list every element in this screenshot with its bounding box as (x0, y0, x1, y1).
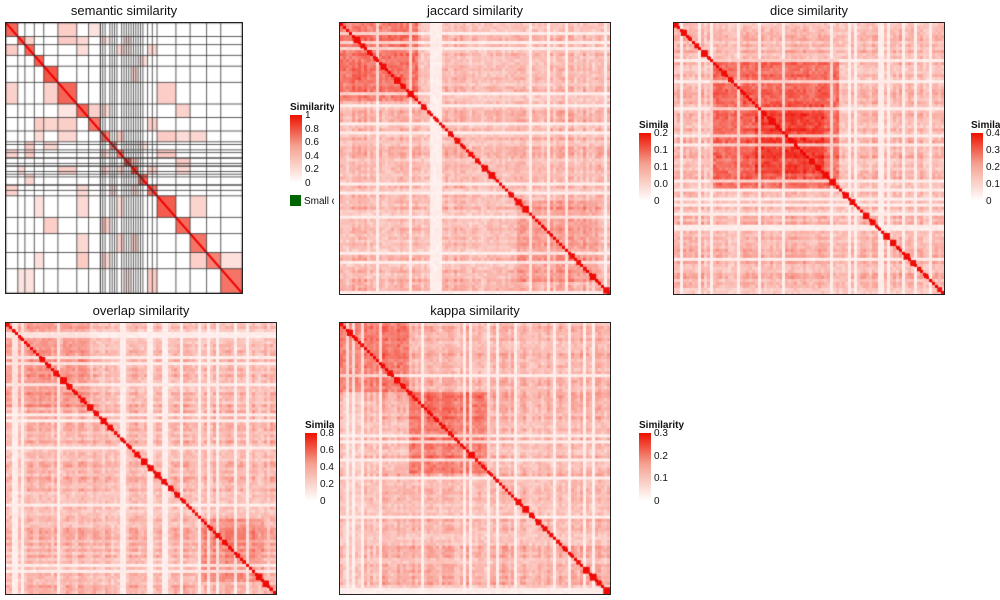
chart-title: kappa similarity (430, 303, 520, 318)
legend-title: Similarity (639, 420, 685, 431)
panel-kappa: kappa similarity Similarity 0.3 0.2 0.1 0 (334, 300, 734, 600)
panel-dice: dice similarity Similarity 0.4 0.3 0.2 0.1 0 (668, 0, 1000, 300)
legend-tick-label: 1 (305, 110, 311, 121)
legend-small-cluster: Small cluster (290, 195, 334, 207)
legend-tick-label: 0.2 (654, 128, 668, 139)
chart-title: dice similarity (769, 3, 848, 18)
legend: Similarity 0.2 0.1 0.1 0.0 0 (639, 120, 668, 207)
heatmap-dice (673, 22, 945, 295)
legend-tick-label: 0.4 (305, 150, 319, 162)
legend-tick-label: 0.4 (320, 462, 334, 473)
legend-tick-label: 0.6 (320, 445, 334, 456)
legend-tick-label: 0.8 (305, 123, 319, 135)
legend-tick-label: 0.8 (320, 428, 334, 439)
small-cluster-label: Small cluster (304, 196, 334, 207)
chart-title: jaccard similarity (426, 3, 524, 18)
panel-semantic: semantic similarity Similarity 1 0.8 0.6 0.… (0, 0, 334, 300)
legend-tick-label: 0.2 (320, 479, 334, 490)
legend-body: 0.8 0.6 0.4 0.2 0 (305, 429, 334, 507)
legend-tick-label: 0.3 (654, 428, 668, 439)
legend-colorbar (290, 115, 302, 183)
legend-tick-label: 0.1 (654, 473, 668, 485)
chart-title: semantic similarity (70, 3, 178, 18)
legend-title: Similarity (971, 120, 1000, 131)
panel-overlap: overlap similarity Similarity 0.80.60.40… (0, 300, 334, 600)
legend-tick-label: 0.1 (654, 162, 668, 173)
legend-title: Similarity (290, 102, 334, 113)
legend: Similarity 0.3 0.2 0.1 0 (639, 420, 685, 507)
legend-tick-label: 0.6 (305, 137, 319, 149)
legend-title: Similarity (305, 420, 334, 431)
legend-tick-label: 0 (654, 196, 660, 207)
legend-tick-label: 0.4 (986, 128, 1000, 139)
legend-tick-label: 0.2 (654, 450, 668, 462)
legend: Similarity 1 0.8 0.60.4 0.2 0 Small cluster (290, 102, 334, 207)
legend: Similarity 0.4 0.3 0.2 0.1 0 (971, 120, 1000, 207)
legend-tick-label: 0.2 (305, 164, 319, 176)
legend-tick-label: 0.0 (654, 179, 668, 190)
legend-tick-label: 0 (320, 496, 326, 507)
legend-colorbar (305, 433, 317, 501)
legend-title: Similarity (639, 120, 668, 131)
legend-tick-label: 0.2 (986, 162, 1000, 173)
legend-tick-label: 0.1 (654, 145, 668, 156)
heatmap-cells (340, 323, 610, 594)
heatmap-semantic (5, 22, 243, 294)
legend-tick-label: 0 (986, 196, 992, 207)
heatmap-overlap (5, 322, 277, 595)
legend-body: 0.3 0.2 0.1 0 (639, 429, 679, 507)
legend-tick-label: 0.1 (986, 179, 1000, 190)
legend-colorbar (639, 133, 651, 201)
legend-body: 0.2 0.1 0.1 0.0 0 (639, 129, 668, 207)
heatmap-cells (340, 23, 610, 294)
heatmap-cells (6, 23, 242, 293)
heatmap-jaccard (339, 22, 611, 295)
legend-tick-label: 0.3 (986, 145, 1000, 156)
panel-jaccard: jaccard similarity Similarity 0.20.10.10… (334, 0, 668, 300)
legend-colorbar (639, 433, 651, 501)
small-cluster-swatch (290, 195, 301, 206)
legend-colorbar (971, 133, 983, 201)
legend: Similarity 0.8 0.6 0.4 0.2 0 (305, 420, 334, 507)
legend-body: 0.4 0.3 0.2 0.1 0 (971, 129, 1000, 207)
chart-title: overlap similarity (92, 303, 190, 318)
legend-tick-label: 0 (654, 496, 660, 507)
legend-body: 1 0.8 0.60.4 0.2 0 Small cluster (290, 111, 334, 207)
heatmap-kappa (339, 322, 611, 595)
legend-tick-label: 0 (305, 178, 311, 189)
heatmap-cells (674, 23, 944, 294)
heatmap-cells (6, 323, 276, 594)
